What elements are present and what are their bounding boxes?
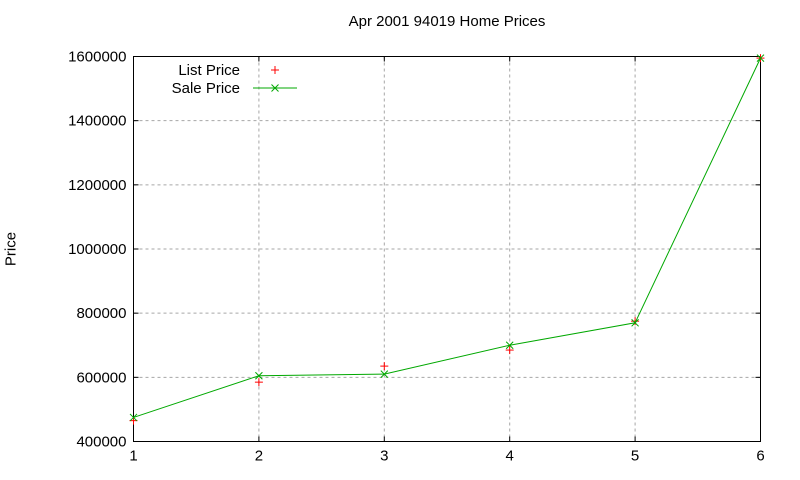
legend-entry-list-price: List Price [133, 61, 303, 79]
legend-marker-sample [271, 84, 279, 92]
line-cross-marker-icon [247, 79, 303, 97]
series-sale-price-marker [756, 54, 765, 62]
x-axis-tick-label: 5 [631, 448, 639, 465]
chart-title: Apr 2001 94019 Home Prices [348, 13, 546, 30]
x-axis-tick-label: 2 [255, 448, 263, 465]
series-sale-price-marker [129, 413, 138, 422]
y-axis-tick-label: 1400000 [68, 113, 126, 130]
plus-marker-icon [247, 61, 303, 79]
y-axis-tick-label: 1200000 [68, 177, 126, 194]
series-sale-price-marker [631, 318, 639, 327]
legend-entry-sale-price: Sale Price [133, 79, 303, 97]
x-axis-tick-label: 1 [129, 448, 137, 465]
series-sale-price-marker [255, 371, 263, 380]
x-axis-tick-label: 3 [380, 448, 388, 465]
y-axis-tick-label: 800000 [76, 305, 126, 322]
x-axis-tick-label: 4 [506, 448, 514, 465]
y-axis-tick-label: 400000 [76, 434, 126, 451]
series-sale-price-line [133, 57, 761, 418]
x-axis-tick-label: 6 [756, 448, 764, 465]
y-axis-tick-label: 1000000 [68, 241, 126, 258]
y-axis-tick-label: 1600000 [68, 49, 126, 66]
legend-label: List Price [178, 61, 240, 79]
legend-label: Sale Price [171, 79, 240, 97]
series-sale-price-marker [380, 370, 389, 378]
y-axis-tick-label: 600000 [76, 369, 126, 386]
series-sale-price-marker [505, 341, 514, 350]
